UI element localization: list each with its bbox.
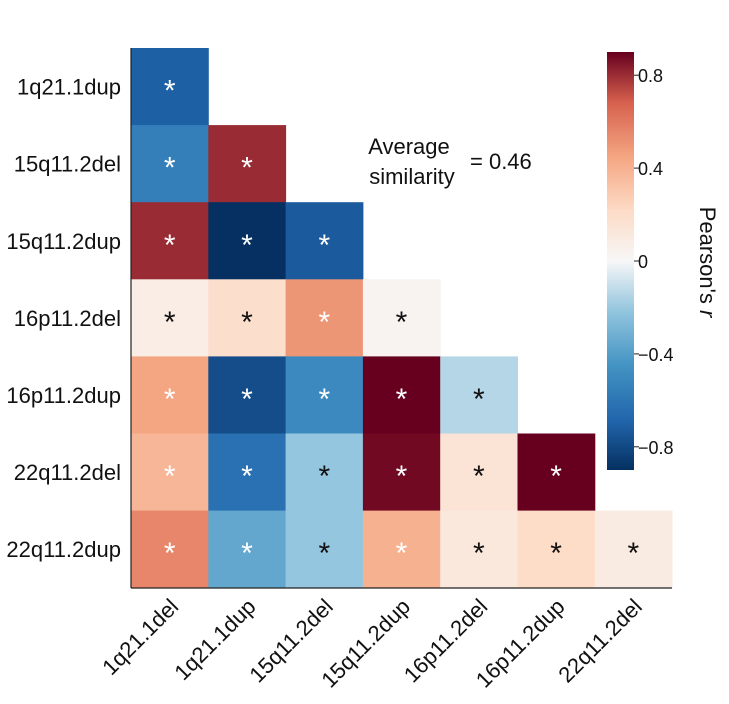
row-label-16p11.2del: 16p11.2del [14, 306, 121, 331]
heatmap-cells [131, 48, 673, 589]
significance-marker-5-1: * [241, 460, 253, 493]
heatmap-cell-6-0 [131, 510, 209, 589]
annotation-line1: Average [368, 134, 450, 159]
colorbar-rect [607, 52, 634, 470]
significance-marker-6-0: * [164, 537, 176, 570]
heatmap-cell-5-2 [285, 433, 364, 512]
colorbar-title-italic: r [695, 310, 720, 319]
heatmap-cell-3-2 [285, 279, 364, 357]
significance-marker-3-1: * [241, 306, 253, 339]
heatmap-cell-5-1 [208, 433, 287, 512]
heatmap-cell-6-6 [594, 510, 673, 589]
heatmap-cell-5-3 [362, 433, 441, 512]
column-label-22q11.2del: 22q11.2del [553, 594, 647, 688]
significance-marker-6-3: * [396, 537, 408, 570]
significance-marker-4-4: * [473, 383, 485, 416]
significance-marker-4-2: * [318, 383, 330, 416]
significance-marker-3-2: * [318, 306, 330, 339]
significance-marker-4-0: * [164, 383, 176, 416]
significance-marker-3-3: * [396, 306, 408, 339]
significance-marker-0-0: * [164, 75, 176, 108]
annotation-line2: similarity [369, 164, 455, 189]
significance-marker-6-2: * [318, 537, 330, 570]
colorbar-tick-label-0.4: 0.4 [638, 159, 663, 179]
row-label-22q11.2dup: 22q11.2dup [6, 537, 121, 562]
row-label-1q21.1dup: 1q21.1dup [17, 75, 121, 100]
annotation-value: = 0.46 [470, 149, 532, 174]
significance-marker-3-0: * [164, 306, 176, 339]
significance-marker-5-5: * [550, 460, 562, 493]
colorbar-ticks: 0.8 0.4 0 −0.4 −0.8 [634, 66, 674, 458]
heatmap-cell-3-0 [131, 279, 209, 357]
colorbar-tick-label-0: 0 [638, 252, 648, 272]
average-annotation: Average similarity = 0.46 [368, 134, 532, 189]
heatmap-cell-5-0 [131, 433, 209, 512]
significance-marker-5-2: * [318, 460, 330, 493]
heatmap-cell-3-3 [362, 279, 441, 357]
heatmap-cell-4-3 [362, 356, 441, 434]
colorbar-tick-label-0.8: 0.8 [638, 66, 663, 86]
significance-marker-6-4: * [473, 537, 485, 570]
significance-marker-2-2: * [318, 229, 330, 262]
heatmap-cell-4-2 [285, 356, 364, 434]
significance-marker-5-3: * [396, 460, 408, 493]
row-label-16p11.2dup: 16p11.2dup [6, 383, 121, 408]
heatmap-cell-5-4 [440, 433, 518, 512]
heatmap-cell-4-1 [208, 356, 287, 434]
row-label-15q11.2del: 15q11.2del [14, 152, 121, 177]
axes [130, 48, 672, 589]
significance-marker-1-1: * [241, 152, 253, 185]
heatmap-cell-1-1 [208, 125, 287, 203]
significance-marker-4-1: * [241, 383, 253, 416]
heatmap-cell-2-0 [131, 202, 209, 280]
colorbar-tick-label-−0.8: −0.8 [638, 438, 674, 458]
heatmap-cell-1-0 [131, 125, 209, 203]
heatmap-cell-0-0 [131, 48, 209, 126]
heatmap-cell-2-1 [208, 202, 287, 280]
heatmap-cell-6-4 [440, 510, 518, 589]
column-labels: 1q21.1del1q21.1dup15q11.2del15q11.2dup16… [97, 594, 647, 693]
heatmap-cell-3-1 [208, 279, 287, 357]
significance-marker-4-3: * [396, 383, 408, 416]
heatmap-cell-6-5 [517, 510, 596, 589]
heatmap-cell-4-4 [440, 356, 518, 434]
significance-marker-6-6: * [628, 537, 640, 570]
significance-marker-6-1: * [241, 537, 253, 570]
row-label-22q11.2del: 22q11.2del [14, 460, 121, 485]
heatmap-cell-4-0 [131, 356, 209, 434]
colorbar-title-text: Pearson's [695, 207, 720, 310]
significance-marker-2-1: * [241, 229, 253, 262]
significance-marker-2-0: * [164, 229, 176, 262]
heatmap-cell-6-2 [285, 510, 364, 589]
row-label-15q11.2dup: 15q11.2dup [6, 229, 121, 254]
colorbar-tick-label-−0.4: −0.4 [638, 345, 674, 365]
significance-marker-5-4: * [473, 460, 485, 493]
significance-marker-1-0: * [164, 152, 176, 185]
significance-markers: * * * * * * * * * * * * * * * * * * * * * * * * * * * * [164, 75, 640, 571]
colorbar: 0.8 0.4 0 −0.4 −0.8 Pearson's r [607, 52, 720, 470]
significance-marker-5-0: * [164, 460, 176, 493]
heatmap-cell-5-5 [517, 433, 596, 512]
colorbar-title: Pearson's r [695, 207, 720, 319]
row-labels: 1q21.1dup 15q11.2del 15q11.2dup 16p11.2del 1… [6, 75, 121, 563]
heatmap-cell-6-3 [362, 510, 441, 589]
significance-marker-6-5: * [550, 537, 562, 570]
heatmap-cell-6-1 [208, 510, 287, 589]
heatmap-cell-2-2 [285, 202, 364, 280]
